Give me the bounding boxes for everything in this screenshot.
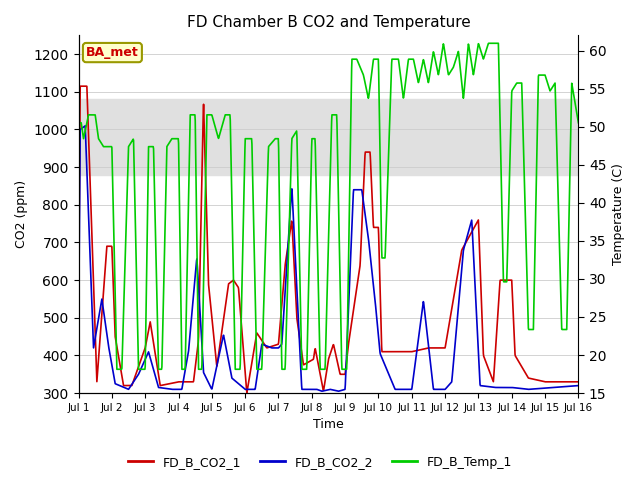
Y-axis label: CO2 (ppm): CO2 (ppm) bbox=[15, 180, 28, 248]
Legend: FD_B_CO2_1, FD_B_CO2_2, FD_B_Temp_1: FD_B_CO2_1, FD_B_CO2_2, FD_B_Temp_1 bbox=[123, 451, 517, 474]
Y-axis label: Temperature (C): Temperature (C) bbox=[612, 163, 625, 265]
X-axis label: Time: Time bbox=[313, 419, 344, 432]
Title: FD Chamber B CO2 and Temperature: FD Chamber B CO2 and Temperature bbox=[187, 15, 470, 30]
Bar bbox=[79, 99, 579, 175]
Text: BA_met: BA_met bbox=[86, 46, 139, 59]
